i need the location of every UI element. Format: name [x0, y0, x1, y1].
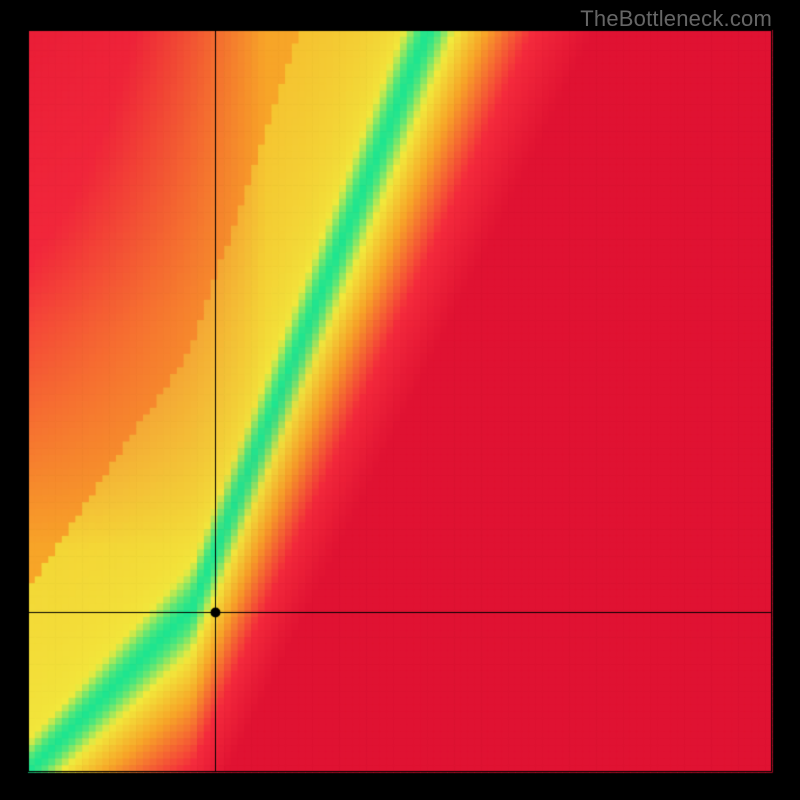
chart-container: TheBottleneck.com — [0, 0, 800, 800]
watermark-text: TheBottleneck.com — [580, 6, 772, 32]
bottleneck-heatmap — [0, 0, 800, 800]
